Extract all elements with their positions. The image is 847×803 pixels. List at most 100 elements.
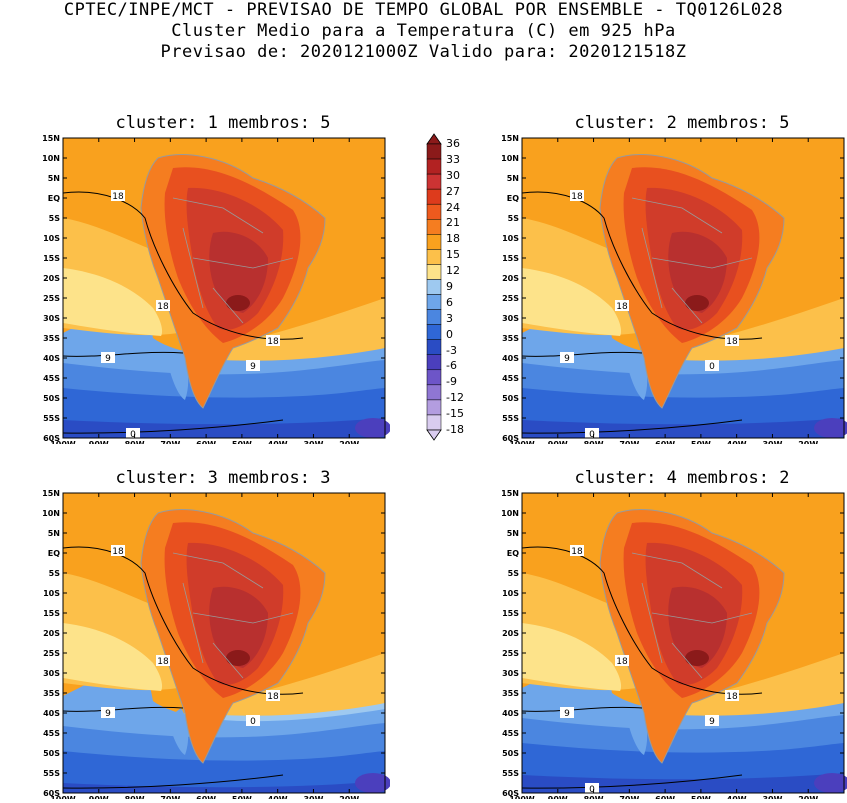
- contour-label-box: [101, 707, 115, 718]
- contour-label-box: [570, 190, 584, 201]
- pacific-cooler-band: [63, 268, 163, 336]
- colorbar-swatch: [426, 399, 442, 416]
- band-below-0: [63, 418, 385, 438]
- contour-9: [62, 351, 184, 357]
- lat-label: 45S: [502, 374, 519, 383]
- contour-label-box: [111, 190, 125, 201]
- map-frame: [521, 492, 845, 794]
- band-below-0: [522, 418, 844, 438]
- lat-label: 60S: [43, 789, 60, 798]
- lat-label: 10S: [502, 589, 519, 598]
- pacific-cooler-band: [63, 623, 163, 691]
- band-below-0: [522, 773, 844, 793]
- lat-label: 30S: [502, 669, 519, 678]
- contour-label: 9: [105, 354, 111, 364]
- contour-label: 18: [112, 192, 124, 202]
- contour-label: 18: [726, 337, 738, 347]
- contour-label: 9: [250, 362, 256, 372]
- contour-label-box: [705, 715, 719, 726]
- colorbar-swatch: [426, 339, 442, 355]
- lon-label: 30W: [303, 440, 323, 444]
- contour-label: 18: [571, 547, 583, 557]
- lon-label: 80W: [125, 795, 145, 799]
- colorbar-swatch: [426, 203, 442, 220]
- continent-hotspot: [226, 295, 250, 311]
- lon-label: 80W: [584, 795, 604, 799]
- cold-spot: [814, 773, 847, 793]
- lat-label: 5S: [49, 569, 61, 578]
- lat-label: 5S: [49, 214, 61, 223]
- lat-label: 50S: [43, 394, 60, 403]
- lon-label: 30W: [762, 795, 782, 799]
- lon-label: 60W: [196, 795, 216, 799]
- contour-label-box: [126, 428, 140, 439]
- lat-label: 55S: [43, 769, 60, 778]
- coastline: [599, 509, 785, 764]
- lat-label: 40S: [43, 354, 60, 363]
- contour-label: 9: [709, 717, 715, 727]
- colorbar-label: 18: [446, 232, 460, 246]
- map-panel-4: 18 18 18 9 9 0 15N 10N 5N EQ 5S 10S 15S 20S 25S 30S 35S 4…: [501, 489, 847, 799]
- atlantic-cool-band: [213, 298, 385, 361]
- contour-label-box: [585, 428, 599, 439]
- lon-label: 100W: [509, 440, 535, 444]
- patagonia: [627, 708, 648, 755]
- contour-label-box: [615, 300, 629, 311]
- atlantic-cool-band: [672, 653, 844, 716]
- lat-label: 35S: [502, 689, 519, 698]
- lat-label: 40S: [502, 354, 519, 363]
- lon-label: 20W: [798, 440, 818, 444]
- colorbar-swatch: [426, 414, 442, 431]
- lat-label: 10N: [501, 509, 519, 518]
- lat-label: 25S: [502, 294, 519, 303]
- colorbar-arrow-top: [426, 133, 442, 145]
- lat-label: 35S: [43, 689, 60, 698]
- contour-label-box: [101, 352, 115, 363]
- lat-label: 50S: [43, 749, 60, 758]
- coastline: [140, 154, 326, 409]
- lon-label: 30W: [303, 795, 323, 799]
- lon-label: 90W: [548, 440, 568, 444]
- atlantic-cool-band: [213, 653, 385, 716]
- continent-30-33: [209, 231, 268, 313]
- lon-label: 70W: [619, 440, 639, 444]
- lon-label: 60W: [196, 440, 216, 444]
- contour-label-box: [266, 335, 280, 346]
- lat-label: 10S: [43, 234, 60, 243]
- lat-label: 5S: [508, 569, 520, 578]
- colorbar-label: 21: [446, 216, 460, 230]
- lat-label: 10N: [501, 154, 519, 163]
- contour-9: [521, 351, 643, 357]
- continent-30-33: [209, 586, 268, 668]
- contour-label: 18: [112, 547, 124, 557]
- lon-label: 90W: [89, 440, 109, 444]
- colorbar-swatch: [426, 219, 442, 235]
- lat-label: 5N: [48, 529, 60, 538]
- lon-label: 80W: [584, 440, 604, 444]
- lon-label: 90W: [548, 795, 568, 799]
- colorbar-label: -18: [446, 423, 464, 436]
- contour-0: [62, 774, 284, 789]
- lat-label: 15S: [502, 254, 519, 263]
- contour-label-box: [615, 655, 629, 666]
- panel-title-1: cluster: 1 membros: 5: [115, 113, 331, 133]
- contour-9: [521, 706, 643, 712]
- lat-label: EQ: [507, 549, 519, 558]
- lon-label: 20W: [798, 795, 818, 799]
- map-panel-1: 18 18 18 9 9 0 15N 10N 5N EQ 5S 10S 15S 20S 25S 30S 35S 4…: [42, 134, 390, 444]
- lat-label: 20S: [43, 274, 60, 283]
- colorbar-swatch: [426, 264, 442, 280]
- cold-spot: [814, 418, 847, 438]
- colorbar-label: -3: [446, 343, 457, 357]
- contour-label-box: [156, 300, 170, 311]
- lon-label: 50W: [691, 440, 711, 444]
- map-panel-3: 18 18 18 9 0 15N 10N 5N EQ 5S 10S 15S 20S 25S 30S 35S 40…: [42, 489, 390, 799]
- colorbar-swatch: [426, 234, 442, 250]
- colorbar-swatch: [426, 309, 442, 325]
- lon-label: 50W: [232, 795, 252, 799]
- colorbar-swatch: [426, 143, 442, 160]
- lat-label: 5N: [48, 174, 60, 183]
- lat-label: 20S: [43, 629, 60, 638]
- lon-label: 20W: [339, 440, 359, 444]
- lat-label: 15N: [42, 134, 60, 143]
